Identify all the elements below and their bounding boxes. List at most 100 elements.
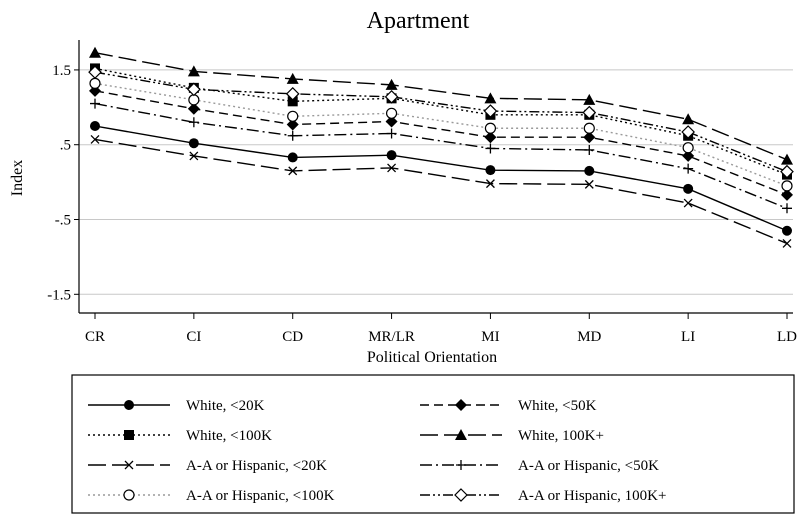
marker-circle-filled: [683, 183, 694, 194]
x-tick-label: LI: [681, 329, 695, 345]
marker-square-filled: [124, 430, 134, 440]
marker-circle-open: [123, 489, 135, 501]
marker-triangle-filled: [286, 72, 299, 84]
marker-diamond-filled: [682, 149, 695, 162]
series-6: [89, 77, 793, 192]
marker-diamond-open: [681, 125, 695, 139]
marker-circle-open: [583, 122, 595, 134]
marker-x: [485, 179, 495, 189]
marker-plus: [456, 460, 466, 470]
legend-item: A-A or Hispanic, 100K+: [420, 488, 666, 504]
marker-diamond-filled: [781, 188, 793, 201]
legend-label: White, <20K: [186, 398, 265, 414]
y-tick-label: .5: [60, 138, 71, 154]
marker-triangle-filled: [583, 93, 596, 105]
legend-item: White, <50K: [420, 398, 597, 414]
marker-circle-open: [781, 180, 793, 192]
marker-x: [387, 163, 397, 173]
x-tick-label: CD: [282, 329, 303, 345]
marker-diamond-filled: [484, 131, 497, 144]
legend-label: A-A or Hispanic, 100K+: [518, 488, 666, 504]
marker-x: [288, 166, 298, 176]
legend-item: A-A or Hispanic, <20K: [88, 458, 327, 474]
marker-diamond-filled: [455, 399, 467, 411]
series-3: [89, 46, 793, 165]
marker-plus: [485, 143, 496, 154]
marker-circle-filled: [124, 400, 134, 410]
marker-diamond-open: [780, 164, 794, 179]
y-tick-label: -1.5: [47, 287, 71, 303]
series-4: [90, 135, 792, 248]
series-5: [90, 98, 792, 214]
marker-circle-filled: [584, 165, 595, 176]
marker-diamond-open: [483, 104, 498, 118]
marker-triangle-filled: [682, 113, 695, 125]
series-line: [94, 90, 788, 196]
marker-circle-filled: [287, 152, 298, 163]
marker-x: [584, 179, 594, 189]
marker-plus: [90, 98, 100, 109]
marker-x: [683, 198, 693, 208]
marker-triangle-filled: [89, 46, 101, 58]
marker-circle-open: [385, 107, 398, 119]
marker-x: [782, 238, 792, 248]
chart-title: Apartment: [367, 8, 470, 34]
legend-label: White, <100K: [186, 428, 272, 444]
marker-x: [189, 151, 199, 161]
x-tick-label: CR: [85, 329, 105, 345]
legend-label: A-A or Hispanic, <20K: [186, 458, 327, 474]
marker-circle-open: [287, 110, 299, 122]
marker-circle-open: [682, 142, 694, 154]
legend-label: White, 100K+: [518, 428, 604, 444]
marker-diamond-open: [582, 105, 597, 120]
marker-diamond-open: [285, 87, 300, 101]
series-line: [94, 102, 788, 209]
series-7: [88, 65, 794, 179]
marker-circle-open: [89, 77, 101, 89]
legend: White, <20K White, <50K White, <100K White,…: [88, 398, 666, 504]
marker-diamond-filled: [187, 102, 200, 115]
marker-circle-open: [188, 94, 200, 106]
series-line: [94, 138, 788, 245]
marker-plus: [188, 117, 199, 128]
marker-diamond-open: [187, 82, 201, 97]
x-tick-label: LD: [777, 329, 797, 345]
marker-circle-filled: [90, 121, 100, 132]
marker-plus: [683, 163, 694, 174]
marker-square-filled: [287, 96, 298, 107]
series-0: [90, 121, 792, 236]
y-tick-label: -.5: [55, 213, 71, 229]
legend-label: White, <50K: [518, 398, 597, 414]
legend-label: A-A or Hispanic, <50K: [518, 458, 659, 474]
x-tick-label: MD: [577, 329, 601, 345]
plot-area: 1.5 .5 -.5 -1.5 CR CI CD MR/LR MI MD LI LD: [47, 40, 797, 345]
marker-diamond-filled: [385, 115, 398, 128]
marker-x: [90, 135, 100, 144]
marker-diamond-open: [384, 89, 399, 104]
marker-triangle-filled: [187, 65, 200, 77]
marker-plus: [386, 128, 397, 139]
y-axis-label: Index: [9, 160, 26, 196]
legend-item: A-A or Hispanic, <100K: [88, 488, 335, 504]
marker-diamond-filled: [583, 131, 596, 144]
legend-item: White, <100K: [88, 428, 272, 444]
legend-item: White, 100K+: [420, 428, 604, 444]
y-tick-label: 1.5: [52, 63, 71, 79]
marker-diamond-open: [88, 65, 102, 80]
marker-diamond-open: [454, 488, 468, 502]
series-line: [94, 125, 788, 232]
marker-plus: [287, 130, 298, 141]
series-line: [94, 52, 788, 161]
marker-triangle-filled: [781, 153, 793, 165]
marker-diamond-filled: [286, 118, 299, 131]
marker-triangle-filled: [455, 429, 467, 440]
marker-circle-filled: [782, 225, 792, 236]
marker-plus: [782, 203, 792, 214]
marker-circle-open: [484, 122, 497, 134]
marker-circle-filled: [485, 165, 496, 176]
marker-triangle-filled: [484, 92, 497, 104]
marker-x: [124, 460, 134, 470]
series-line: [94, 82, 788, 187]
legend-item: A-A or Hispanic, <50K: [420, 458, 659, 474]
